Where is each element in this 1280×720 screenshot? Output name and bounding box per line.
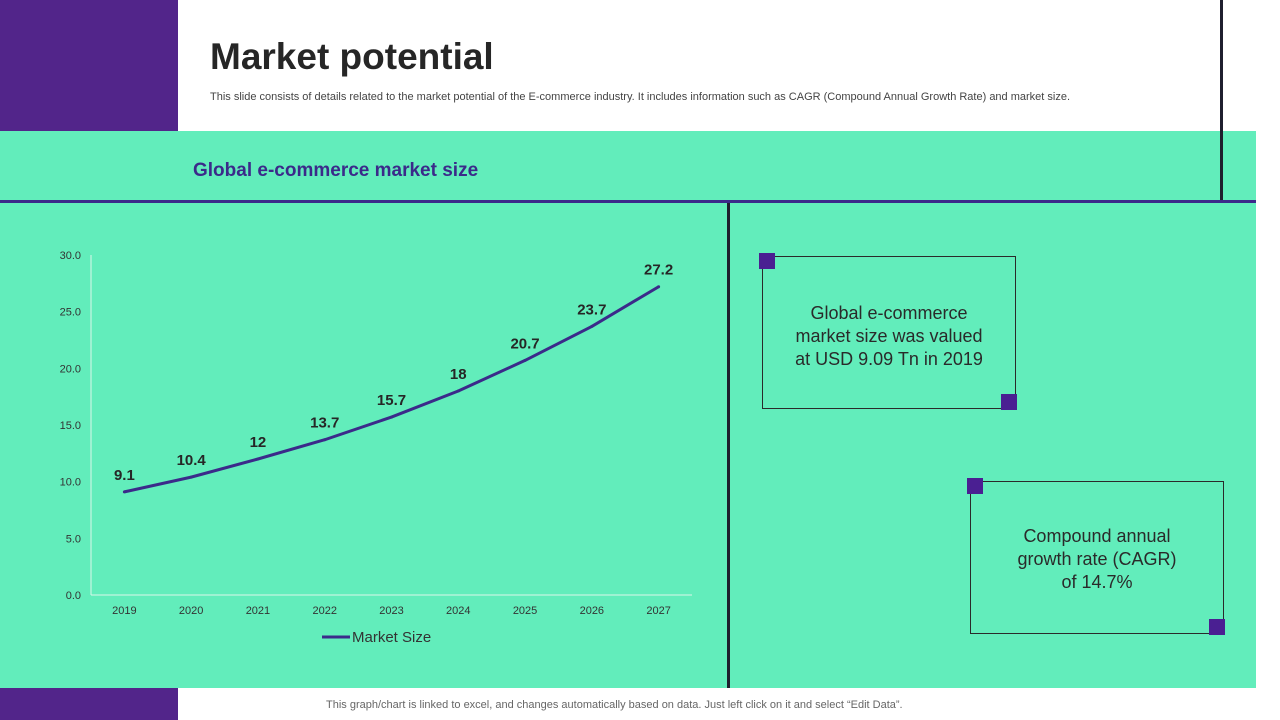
x-tick-label: 2025 [513,605,537,617]
data-point [390,415,393,419]
corner-square-decoration [967,478,983,494]
data-label: 18 [450,366,467,383]
data-point [590,324,594,328]
data-point [456,389,460,393]
info-box-line: Compound annual [1023,526,1171,546]
corner-square-decoration [1209,619,1225,635]
divider-vertical-middle [727,203,730,688]
corner-square-decoration [1001,394,1017,410]
legend-label: Market Size [352,629,431,646]
page-subtitle: This slide consists of details related t… [210,91,1071,103]
divider-vertical-top [1220,0,1223,202]
info-box-line: Global e-commerce [810,303,968,323]
y-tick-label: 25.0 [60,307,81,319]
data-label: 15.7 [377,392,406,409]
data-label: 13.7 [310,415,339,432]
data-label: 12 [250,434,267,451]
data-label: 20.7 [510,335,539,352]
info-box-line: growth rate (CAGR) [1017,549,1177,569]
x-tick-label: 2020 [179,605,203,617]
data-label: 27.2 [644,262,673,279]
data-point [122,490,126,494]
info-box-market-value: Global e-commerce market size was valued… [762,256,1016,409]
info-box-line: market size was valued [795,326,983,346]
info-box-cagr: Compound annual growth rate (CAGR) of 14… [970,481,1224,634]
page-title: Market potential [210,36,494,77]
data-label: 10.4 [177,452,207,469]
data-label: 23.7 [577,301,606,318]
info-box-line: of 14.7% [1061,572,1133,592]
purple-accent-block-top [0,0,178,131]
y-tick-label: 10.0 [60,477,81,489]
x-tick-label: 2026 [580,605,604,617]
data-point [657,285,661,289]
divider-horizontal [0,200,1256,203]
y-tick-label: 20.0 [60,363,81,375]
x-tick-label: 2023 [379,605,403,617]
market-size-line-chart[interactable]: 0.0 5.0 10.0 15.0 20.0 25.0 30.0 2019 2020 2021 20… [40,240,710,670]
info-box-line: at USD 9.09 Tn in 2019 [795,349,983,369]
data-point [256,457,260,461]
y-tick-label: 0.0 [66,590,81,602]
x-tick-label: 2021 [246,605,270,617]
y-tick-label: 30.0 [60,250,81,262]
corner-square-decoration [759,253,775,269]
x-tick-label: 2019 [112,605,136,617]
data-point [523,358,527,362]
x-tick-label: 2027 [646,605,670,617]
data-point [189,475,193,479]
data-label: 9.1 [114,467,135,484]
purple-accent-block-bottom [0,688,178,720]
y-tick-label: 5.0 [66,533,81,545]
x-tick-label: 2022 [312,605,336,617]
data-point [323,438,327,442]
footer-note: This graph/chart is linked to excel, and… [326,699,903,711]
x-tick-label: 2024 [446,605,470,617]
y-tick-label: 15.0 [60,420,81,432]
section-heading: Global e-commerce market size [193,160,479,181]
